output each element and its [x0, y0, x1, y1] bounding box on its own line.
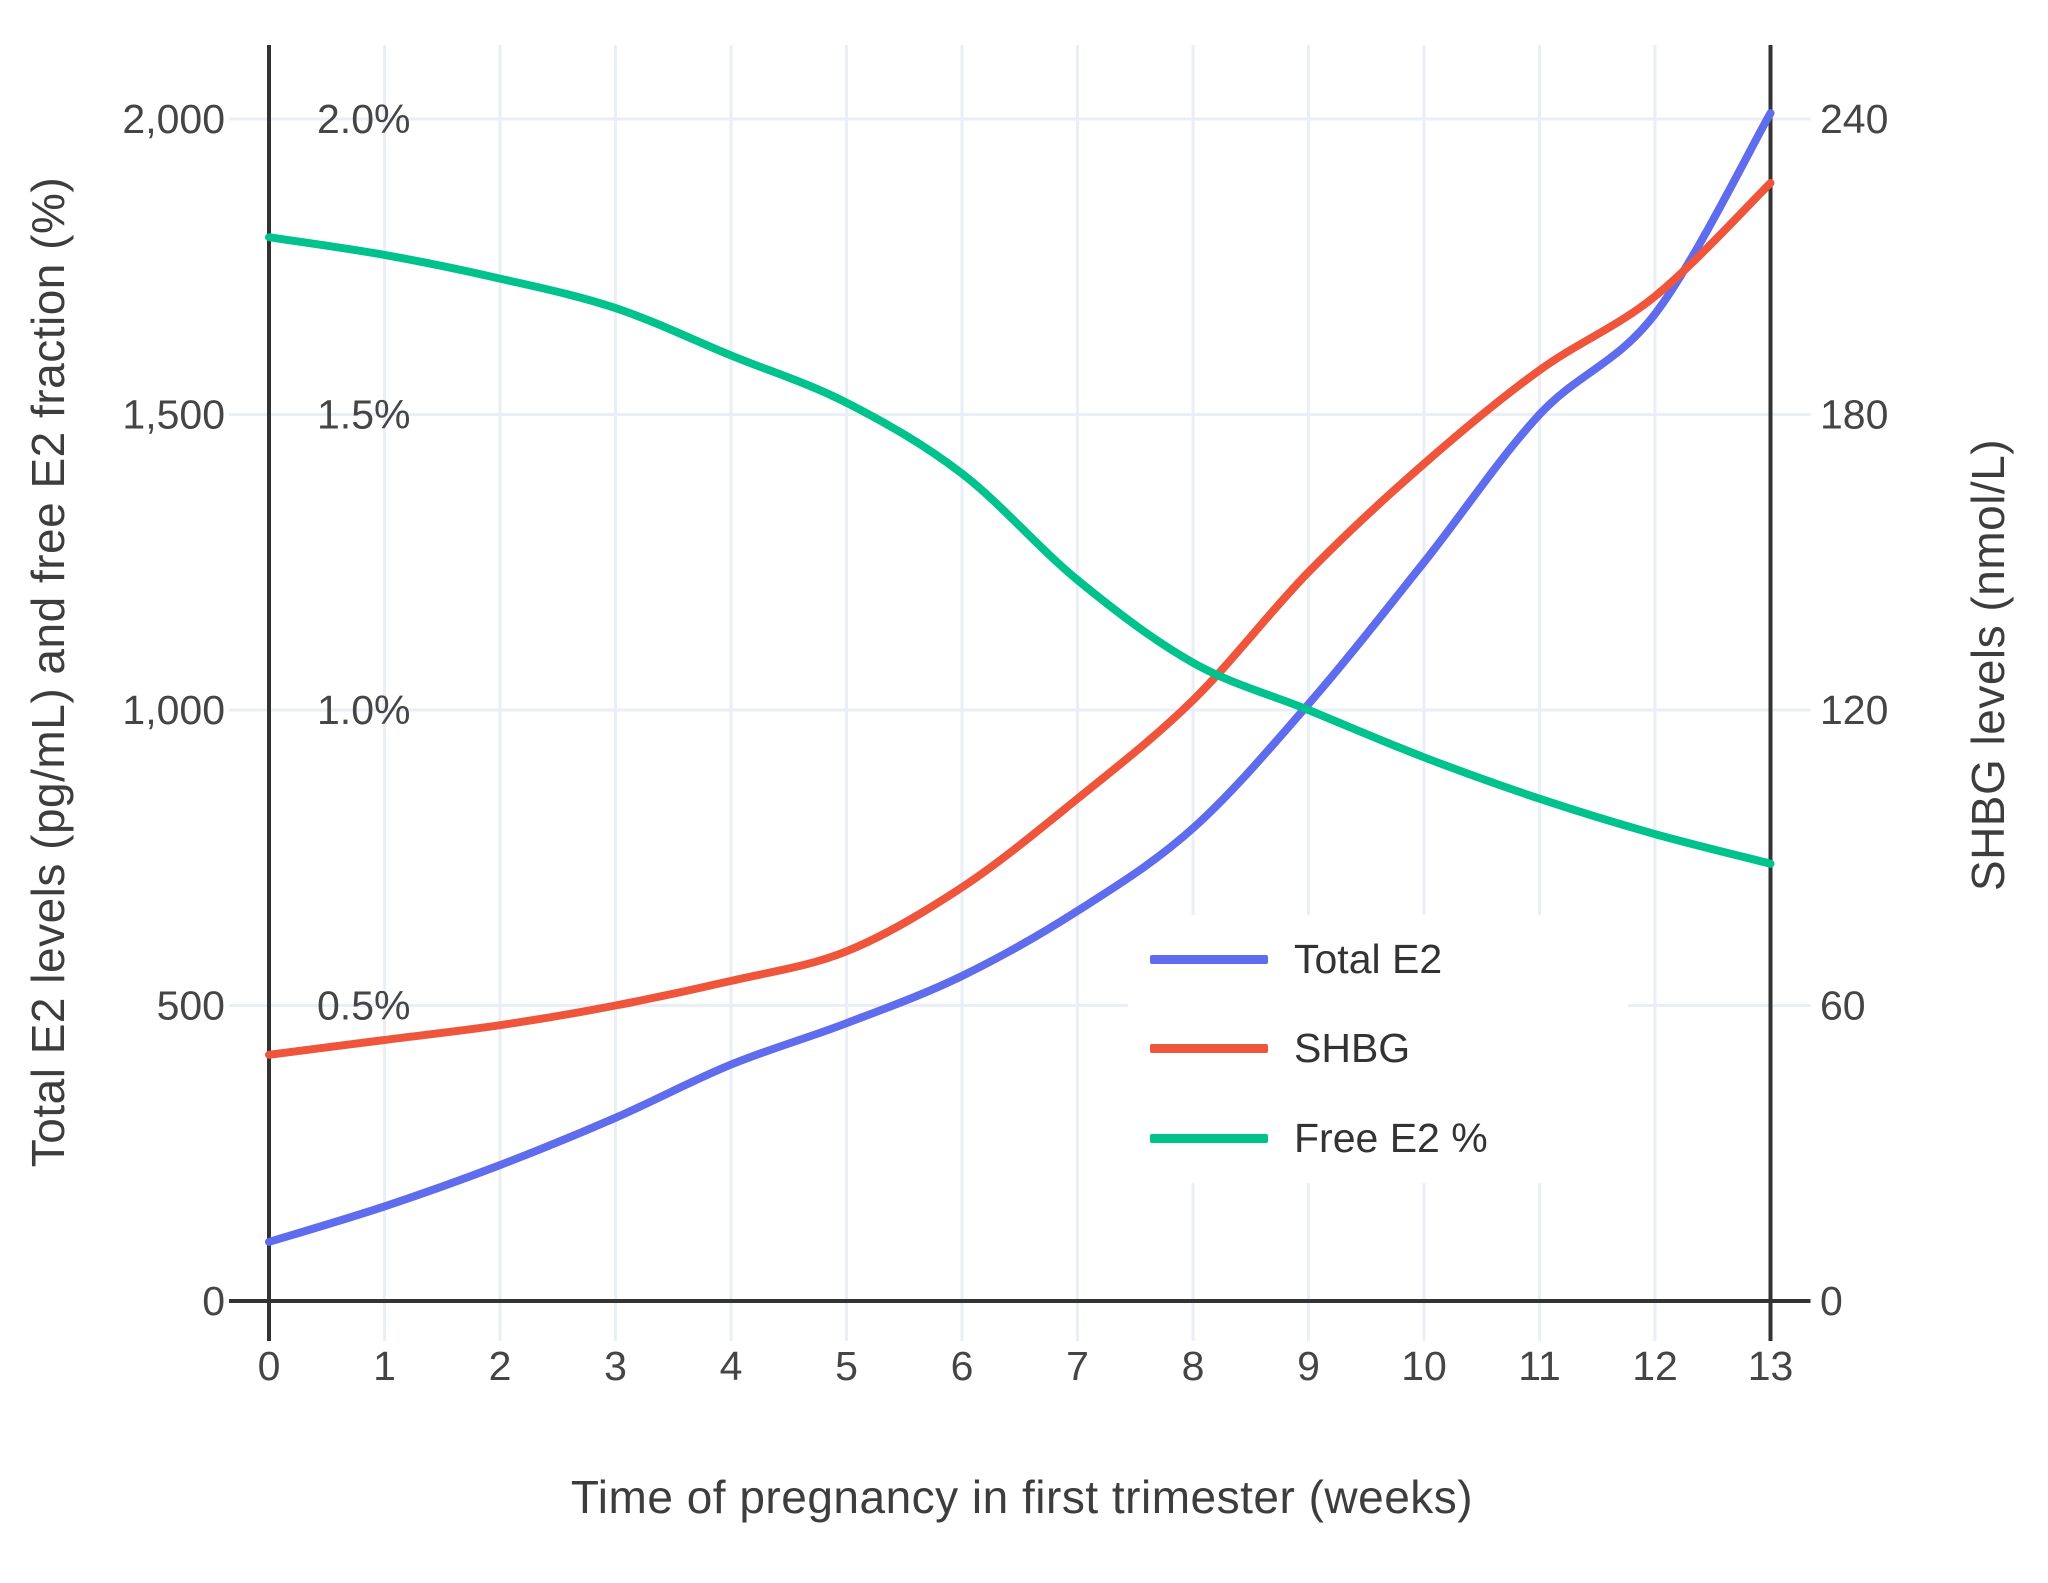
x-tick-label: 8	[1182, 1343, 1205, 1389]
y-right-tick-label: 120	[1820, 687, 1888, 733]
y-right-tick-label: 240	[1820, 96, 1888, 142]
y-left-percent-tick-label: 1.0%	[317, 687, 410, 733]
x-axis-title: Time of pregnancy in first trimester (we…	[570, 1471, 1474, 1523]
y-left-percent-tick-label: 1.5%	[317, 392, 410, 438]
x-tick-label: 9	[1297, 1343, 1320, 1389]
x-tick-label: 7	[1066, 1343, 1089, 1389]
x-tick-label: 4	[720, 1343, 743, 1389]
series-line-shbg	[265, 179, 1775, 1059]
y-left-percent-tick-label: 0.5%	[317, 983, 410, 1029]
y-left-tick-label: 1,500	[122, 392, 225, 438]
series-line-free-e2-	[265, 233, 1775, 868]
legend-item-free-e2[interactable]: Free E2 %	[1150, 1115, 1628, 1162]
legend: Total E2 SHBG Free E2 %	[1128, 915, 1628, 1183]
y-left-tick-label: 2,000	[122, 96, 225, 142]
x-tick-label: 5	[835, 1343, 858, 1389]
x-tick-label: 11	[1518, 1343, 1561, 1389]
x-tick-label: 12	[1632, 1343, 1678, 1389]
free-e2-line-swatch	[1150, 1133, 1268, 1143]
x-tick-label: 10	[1401, 1343, 1447, 1389]
y-right-tick-label: 0	[1820, 1278, 1843, 1324]
x-tick-label: 1	[373, 1343, 396, 1389]
right-axis-title: SHBG levels (nmol/L)	[1962, 438, 2014, 892]
x-tick-label: 3	[604, 1343, 627, 1389]
legend-label-shbg: SHBG	[1294, 1025, 1411, 1072]
x-tick-label: 2	[489, 1343, 512, 1389]
total-e2-line-swatch	[1150, 955, 1268, 965]
legend-label-free-e2: Free E2 %	[1294, 1114, 1488, 1161]
y-left-tick-label: 1,000	[122, 687, 225, 733]
x-tick-label: 0	[258, 1343, 281, 1389]
y-right-tick-label: 60	[1820, 983, 1866, 1029]
y-left-percent-tick-label: 2.0%	[317, 96, 410, 142]
x-tick-label: 6	[951, 1343, 974, 1389]
x-tick-label: 13	[1748, 1343, 1794, 1389]
series-line-total-e2	[265, 109, 1775, 1246]
y-left-tick-label: 0	[202, 1278, 225, 1324]
legend-item-total-e2[interactable]: Total E2	[1150, 936, 1628, 983]
shbg-line-swatch	[1150, 1044, 1268, 1054]
legend-item-shbg[interactable]: SHBG	[1150, 1025, 1628, 1072]
left-axis-title: Total E2 levels (pg/mL) and free E2 frac…	[22, 176, 74, 1168]
y-right-tick-label: 180	[1820, 392, 1888, 438]
y-left-tick-label: 500	[157, 983, 225, 1029]
legend-label-total-e2: Total E2	[1294, 936, 1443, 983]
